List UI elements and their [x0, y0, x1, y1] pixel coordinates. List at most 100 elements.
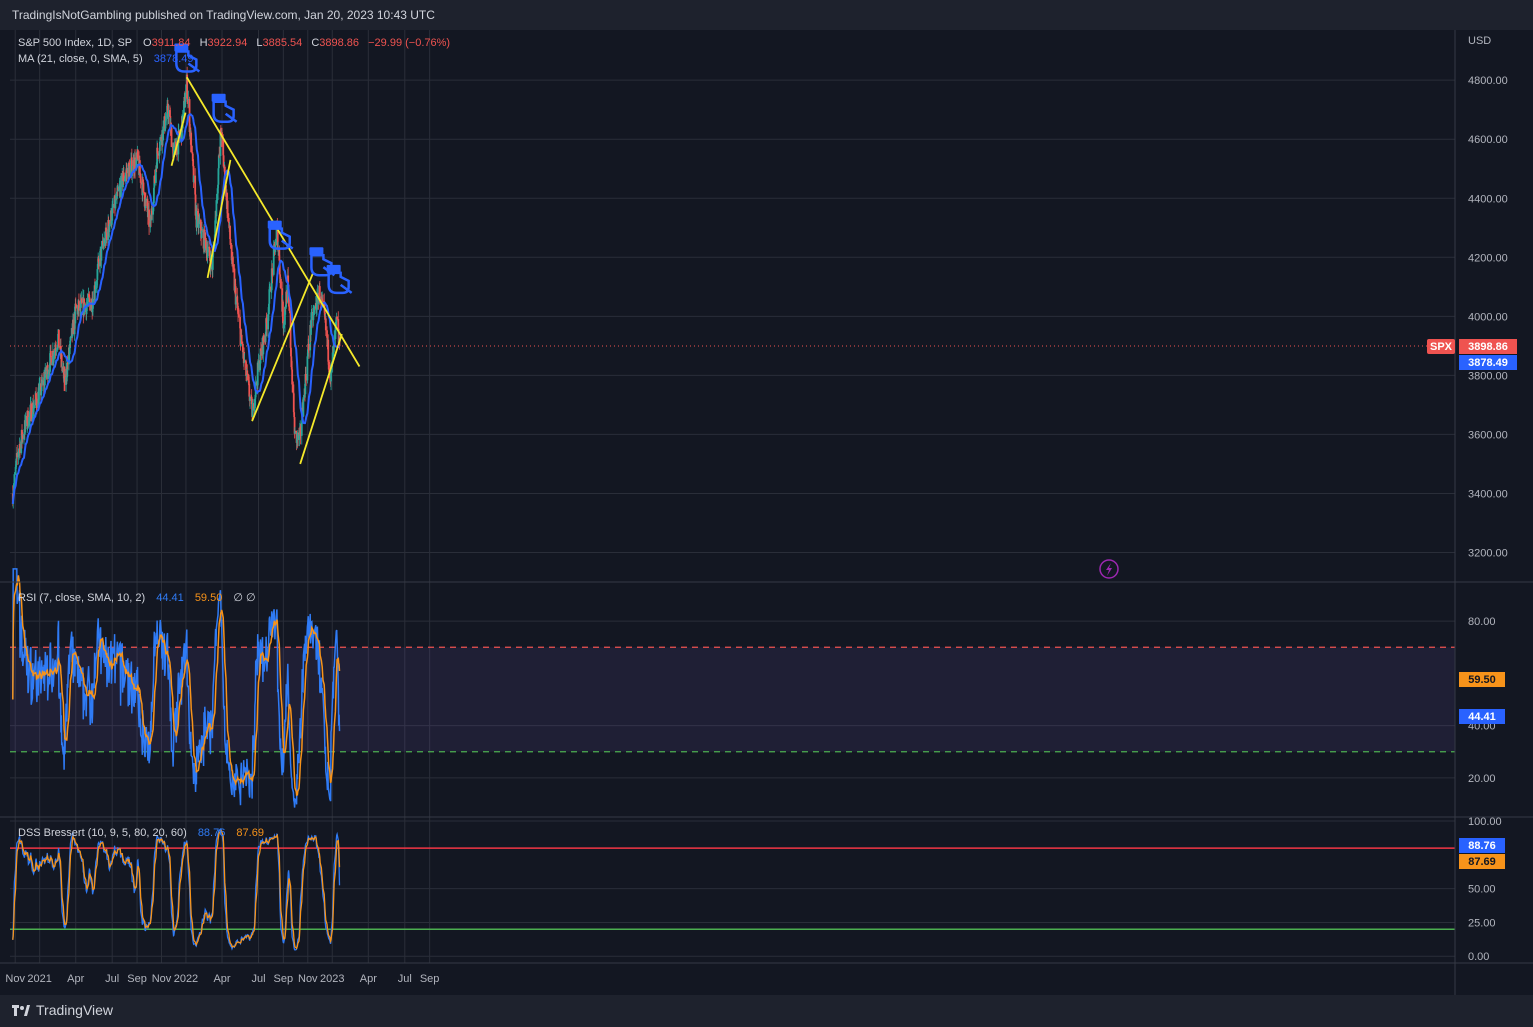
- candle-body: [169, 116, 172, 130]
- candle-body: [167, 103, 169, 114]
- dss-axis[interactable]: 100.00 50.00 25.00 0.00: [1468, 816, 1502, 963]
- candle-body: [270, 289, 273, 292]
- candle-body: [302, 397, 305, 417]
- candle-body: [68, 347, 70, 365]
- candle-body: [156, 147, 158, 169]
- chart-area[interactable]: USD 4800.00 4600.00 4400.00 4200.00 4000.00 3…: [0, 30, 1533, 995]
- candle-body: [33, 405, 35, 409]
- candle-body: [197, 220, 200, 228]
- candle-body: [250, 396, 253, 400]
- low-label: L: [256, 37, 262, 49]
- candle-body: [105, 227, 108, 234]
- trendlines[interactable]: [170, 76, 361, 465]
- last-price-badge: 3898.86: [1459, 339, 1517, 354]
- main-legend[interactable]: S&P 500 Index, 1D, SP O3911.84 H3922.94 …: [18, 37, 450, 49]
- candle-body: [80, 298, 83, 303]
- candle-body: [93, 285, 96, 301]
- candle-body: [198, 219, 201, 223]
- candle-body: [106, 232, 108, 241]
- candle-body: [135, 158, 138, 170]
- svg-text:44.41: 44.41: [1468, 711, 1496, 723]
- candle-body: [236, 296, 239, 303]
- candle-body: [292, 393, 295, 413]
- candle-body: [24, 415, 27, 427]
- rsi-ma-legend-value: 59.50: [195, 592, 223, 604]
- price-axis[interactable]: 4800.00 4600.00 4400.00 4200.00 4000.00 3800.…: [1468, 75, 1508, 559]
- candle-body: [27, 425, 30, 427]
- price-tick-label: 3800.00: [1468, 370, 1508, 382]
- candle-body: [144, 199, 147, 209]
- candle-body: [334, 321, 337, 327]
- candle-body: [142, 182, 145, 193]
- ma-legend[interactable]: MA (21, close, 0, SMA, 5) 3878.49: [18, 53, 194, 65]
- candle-body: [154, 168, 157, 183]
- candle-body: [333, 339, 336, 340]
- candle-body: [124, 177, 126, 182]
- candle-body: [74, 303, 77, 324]
- candle-body: [52, 355, 55, 360]
- candle-body: [271, 268, 274, 270]
- candle-body: [208, 247, 211, 257]
- dss-d-legend-value: 87.69: [236, 827, 264, 839]
- candle-body: [38, 385, 41, 391]
- candle-body: [284, 307, 287, 309]
- candle-body: [265, 318, 268, 324]
- pointer-hand-icon: [211, 93, 238, 123]
- candle-body: [111, 204, 114, 208]
- time-tick-label: Jul: [105, 973, 119, 985]
- rsi-badge: 44.41: [1459, 709, 1505, 724]
- candle-body: [35, 393, 37, 400]
- candle-body: [337, 319, 340, 329]
- candle-body: [267, 314, 270, 315]
- candle-body: [292, 384, 295, 394]
- candle-body: [57, 329, 60, 347]
- candle-body: [330, 364, 332, 382]
- candle-body: [43, 377, 46, 386]
- time-tick-label: 2023: [320, 973, 344, 985]
- candle-body: [260, 350, 263, 356]
- open-value: 3911.84: [152, 37, 191, 49]
- time-tick-label: 2021: [27, 973, 51, 985]
- dss-tick-label: 25.00: [1468, 917, 1496, 929]
- candle-body: [285, 291, 288, 303]
- candle-body: [97, 258, 100, 262]
- candle-body: [324, 318, 327, 331]
- candle-body: [187, 99, 190, 100]
- candle-body: [40, 390, 43, 396]
- time-tick-label: Sep: [420, 973, 440, 985]
- candle-body: [146, 199, 149, 212]
- candle-body: [156, 147, 159, 154]
- candle-body: [186, 74, 189, 99]
- candle-body: [253, 408, 256, 411]
- candle-body: [96, 263, 99, 270]
- candle-body: [192, 161, 195, 166]
- candle-body: [21, 435, 24, 439]
- candle-body: [313, 306, 316, 309]
- time-axis[interactable]: Nov 2021 Apr Jul Sep Nov 2022 Apr Jul Sep Nov 2023 A…: [5, 973, 439, 985]
- candle-body: [326, 330, 328, 338]
- candle-body: [49, 350, 52, 358]
- candle-body: [120, 175, 122, 197]
- time-tick-label: Nov: [152, 973, 172, 985]
- candle-body: [227, 217, 230, 223]
- candle-body: [263, 341, 266, 343]
- high-label: H: [200, 37, 208, 49]
- candle-body: [239, 317, 241, 329]
- candle-body: [304, 374, 307, 395]
- candle-body: [282, 324, 285, 329]
- dss-legend[interactable]: DSS Bressert (10, 9, 5, 80, 20, 60) 88.7…: [18, 827, 264, 839]
- candle-body: [149, 223, 152, 227]
- price-tick-label: 4000.00: [1468, 311, 1508, 323]
- tradingview-brand[interactable]: TradingView: [12, 1002, 113, 1018]
- candle-body: [145, 199, 148, 200]
- candle-body: [46, 365, 49, 379]
- candle-body: [13, 483, 15, 491]
- candle-body: [243, 351, 245, 362]
- lightning-icon[interactable]: [1099, 559, 1119, 579]
- candle-body: [259, 363, 261, 371]
- candle-body: [40, 379, 43, 391]
- rsi-legend[interactable]: RSI (7, close, SMA, 10, 2) 44.41 59.50 ∅…: [18, 592, 256, 604]
- candle-body: [232, 264, 235, 269]
- candle-body: [205, 240, 208, 254]
